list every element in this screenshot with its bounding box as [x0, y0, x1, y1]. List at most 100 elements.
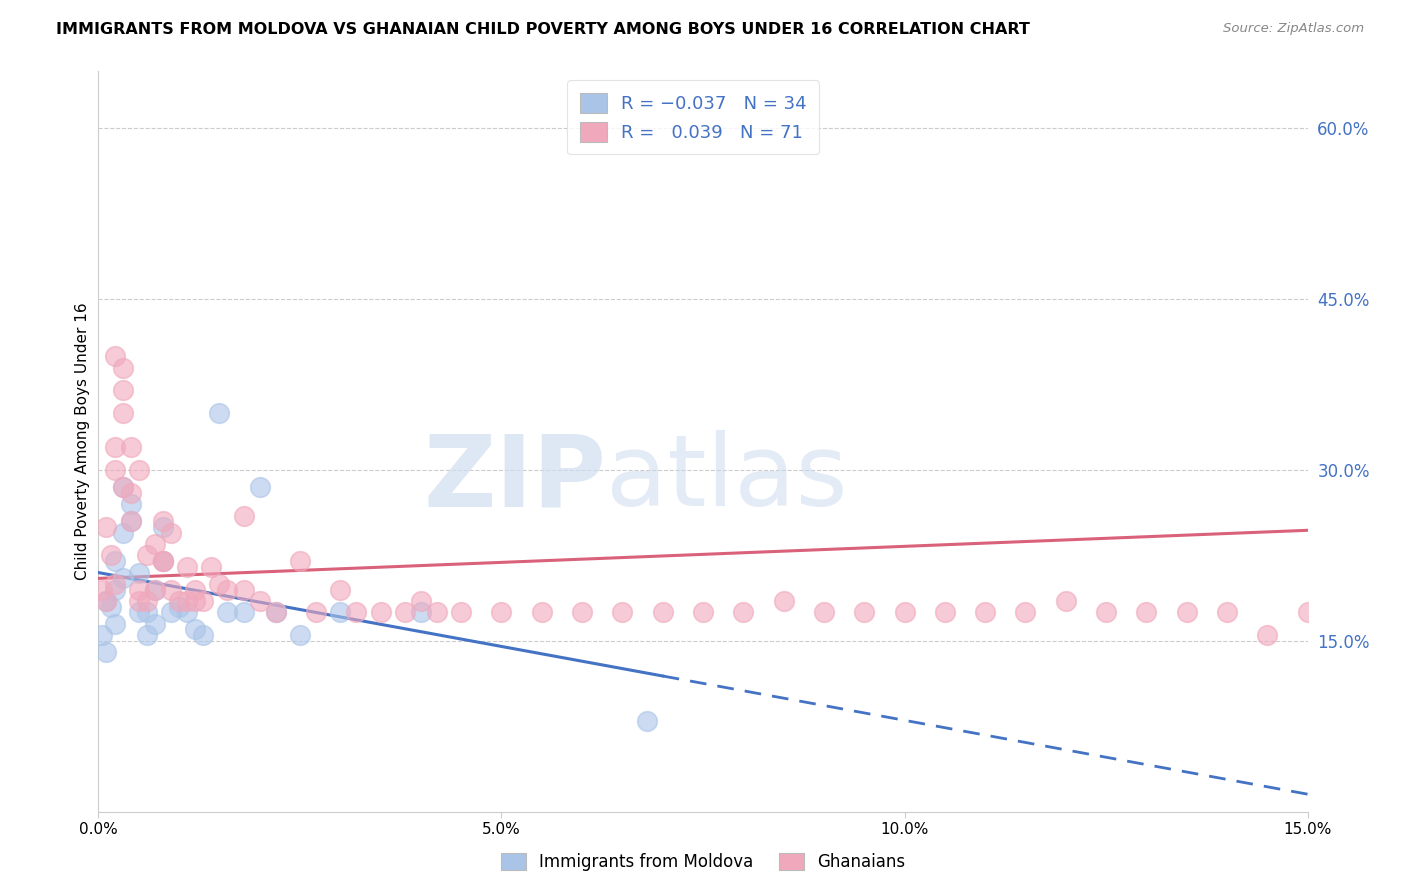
Point	[200, 559, 222, 574]
Point	[103, 440, 125, 454]
Point	[96, 645, 118, 659]
Point	[530, 606, 553, 620]
Point	[184, 623, 207, 637]
Point	[152, 554, 174, 568]
Point	[409, 606, 432, 620]
Point	[394, 606, 416, 620]
Point	[208, 577, 231, 591]
Point	[426, 606, 449, 620]
Point	[264, 606, 287, 620]
Point	[103, 463, 125, 477]
Point	[135, 606, 157, 620]
Text: atlas: atlas	[606, 430, 848, 527]
Point	[128, 594, 150, 608]
Text: Source: ZipAtlas.com: Source: ZipAtlas.com	[1223, 22, 1364, 36]
Point	[344, 606, 367, 620]
Point	[96, 520, 118, 534]
Point	[135, 628, 157, 642]
Point	[111, 571, 134, 585]
Point	[813, 606, 835, 620]
Point	[893, 606, 915, 620]
Point	[160, 525, 183, 540]
Point	[1256, 628, 1278, 642]
Point	[100, 549, 122, 563]
Point	[772, 594, 794, 608]
Point	[103, 582, 125, 597]
Point	[370, 606, 392, 620]
Point	[143, 582, 166, 597]
Point	[143, 582, 166, 597]
Point	[1014, 606, 1036, 620]
Point	[128, 582, 150, 597]
Point	[1296, 606, 1319, 620]
Point	[450, 606, 472, 620]
Point	[571, 606, 593, 620]
Point	[111, 384, 134, 398]
Legend: Immigrants from Moldova, Ghanaians: Immigrants from Moldova, Ghanaians	[492, 845, 914, 880]
Point	[111, 525, 134, 540]
Point	[152, 520, 174, 534]
Point	[120, 497, 142, 511]
Point	[249, 594, 271, 608]
Point	[249, 480, 271, 494]
Point	[135, 594, 157, 608]
Point	[91, 628, 114, 642]
Point	[103, 349, 125, 363]
Point	[232, 508, 254, 523]
Legend: R = −0.037   N = 34, R =   0.039   N = 71: R = −0.037 N = 34, R = 0.039 N = 71	[567, 80, 820, 154]
Point	[135, 549, 157, 563]
Point	[176, 559, 198, 574]
Point	[167, 594, 190, 608]
Point	[974, 606, 997, 620]
Point	[120, 514, 142, 528]
Point	[128, 463, 150, 477]
Point	[128, 566, 150, 580]
Point	[1054, 594, 1077, 608]
Point	[111, 360, 134, 375]
Point	[651, 606, 673, 620]
Point	[853, 606, 876, 620]
Point	[193, 628, 215, 642]
Point	[103, 554, 125, 568]
Point	[184, 582, 207, 597]
Point	[96, 594, 118, 608]
Point	[329, 606, 352, 620]
Point	[329, 582, 352, 597]
Point	[264, 606, 287, 620]
Text: ZIP: ZIP	[423, 430, 606, 527]
Point	[409, 594, 432, 608]
Point	[152, 514, 174, 528]
Point	[167, 599, 190, 614]
Point	[111, 406, 134, 420]
Point	[692, 606, 714, 620]
Point	[176, 606, 198, 620]
Point	[1216, 606, 1239, 620]
Point	[217, 582, 239, 597]
Point	[103, 616, 125, 631]
Point	[152, 554, 174, 568]
Point	[160, 606, 183, 620]
Text: IMMIGRANTS FROM MOLDOVA VS GHANAIAN CHILD POVERTY AMONG BOYS UNDER 16 CORRELATIO: IMMIGRANTS FROM MOLDOVA VS GHANAIAN CHIL…	[56, 22, 1031, 37]
Point	[1095, 606, 1118, 620]
Point	[120, 485, 142, 500]
Point	[160, 582, 183, 597]
Y-axis label: Child Poverty Among Boys Under 16: Child Poverty Among Boys Under 16	[75, 302, 90, 581]
Point	[193, 594, 215, 608]
Point	[184, 594, 207, 608]
Point	[1175, 606, 1198, 620]
Point	[288, 554, 311, 568]
Point	[288, 628, 311, 642]
Point	[111, 480, 134, 494]
Point	[100, 599, 122, 614]
Point	[143, 616, 166, 631]
Point	[305, 606, 328, 620]
Point	[111, 480, 134, 494]
Point	[128, 606, 150, 620]
Point	[152, 554, 174, 568]
Point	[208, 406, 231, 420]
Point	[143, 537, 166, 551]
Point	[176, 594, 198, 608]
Point	[612, 606, 634, 620]
Point	[96, 594, 118, 608]
Point	[232, 606, 254, 620]
